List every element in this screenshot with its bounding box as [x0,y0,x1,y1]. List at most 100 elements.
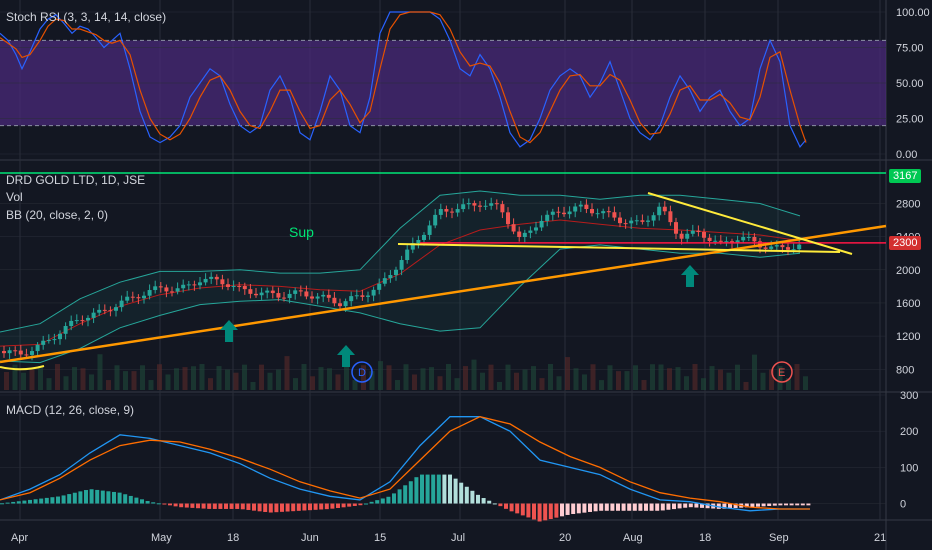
macd-histogram-bar [285,503,290,512]
candle [198,277,202,290]
candle-body [500,204,505,213]
candle-body [696,230,701,233]
candle [511,218,516,235]
candle-body [209,276,214,279]
candle-body [730,241,734,243]
candle-body [315,296,320,299]
macd-histogram-bar [677,503,682,509]
macd-tick-1: 200 [900,426,918,438]
rsi-line-D [0,11,807,144]
candle-body [702,232,706,238]
candle-body [752,236,757,242]
candle [69,315,74,331]
volume-bar [726,372,732,390]
candle-body [612,212,617,218]
candle [618,212,622,228]
candle [226,278,230,291]
candle [192,280,197,291]
macd-histogram-bar [380,498,385,504]
x-axis-label-8: 18 [699,532,711,544]
candle [489,197,494,210]
candle [702,228,706,244]
price-title: DRD GOLD LTD, 1D, JSE [6,173,146,187]
candle-body [108,310,113,312]
macd-histogram-bar [330,503,335,509]
macd-histogram-bar [593,503,598,512]
candle [724,236,729,247]
volume-bar [216,366,222,390]
candle-body [388,275,393,279]
up-arrow-icon [681,265,699,287]
macd-histogram-bar [179,503,184,508]
volume-bar [46,378,52,390]
rsi-tick-4: 0.00 [896,149,917,161]
candle-body [472,203,477,206]
candle-body [354,295,359,297]
candle [550,208,555,221]
macd-histogram-bar [750,503,755,508]
candle-body [164,287,169,292]
candle-body [584,204,589,210]
volume-bar [148,380,154,390]
candle [629,217,634,230]
bb-fill [0,191,800,363]
candle [220,274,225,290]
macd-histogram-bar [448,474,452,504]
volume-bar [505,364,511,390]
candle-body [248,289,253,294]
candle-body [293,290,298,294]
macd-histogram-bar [784,503,788,506]
x-axis-label-0: Apr [11,532,28,544]
candle [371,286,376,302]
price-tick-4: 1200 [896,331,920,343]
volume-bar [174,368,179,390]
macd-histogram-bar [582,503,587,513]
macd-histogram-bar [50,497,55,504]
candle [237,282,242,292]
candle [7,347,12,359]
macd-histogram-bar [263,503,268,512]
candle-body [349,296,354,302]
candle-body [7,350,12,354]
volume-bar [446,364,451,390]
candle-body [646,220,650,222]
volume-bar [488,364,494,390]
candle-body [438,209,443,215]
macd-histogram-bar [526,503,531,518]
volume-bar [480,372,485,390]
candle-body [192,284,197,286]
candle [595,208,600,219]
candle-body [170,291,174,293]
volume-bar [12,364,18,390]
macd-histogram-bar [268,503,273,513]
candle [366,291,370,303]
macd-histogram-bar [431,474,436,504]
volume-bar [276,369,281,390]
candle-body [410,243,415,250]
macd-histogram-bar [666,503,671,510]
macd-histogram-bar [604,503,609,511]
macd-histogram-bar [459,482,464,504]
candle-body [735,240,740,243]
macd-histogram-bar [145,500,150,504]
volume-bar [352,380,358,390]
bb-line-bb_lower [0,244,801,364]
macd-histogram-bar [464,486,469,504]
macd-histogram-bar [106,491,111,504]
candle [506,207,510,229]
candle [2,346,6,358]
candle-body [46,340,51,342]
macd-histogram-bar [520,503,525,516]
macd-histogram-bar [0,503,4,505]
candle [158,282,163,293]
volume-bar [471,359,477,390]
candle-body [298,290,303,292]
macd-histogram-bar [162,503,167,505]
volume-bar [140,365,145,390]
candle [332,292,337,307]
candle [450,207,454,219]
volume-bar [4,372,9,390]
volume-bar [548,364,553,390]
